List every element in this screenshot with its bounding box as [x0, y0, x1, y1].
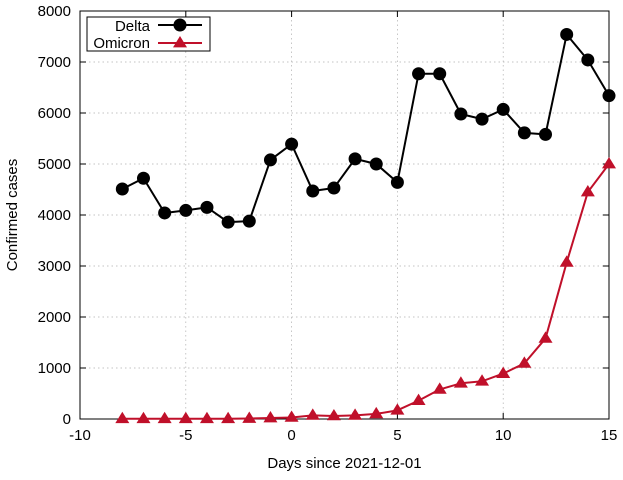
data-point-omicron	[453, 376, 468, 388]
data-point-delta	[539, 127, 553, 141]
data-point-omicron	[115, 411, 130, 424]
series-group	[115, 27, 616, 424]
data-point-delta	[306, 184, 320, 198]
y-tick-label: 2000	[38, 309, 71, 326]
legend-label-delta: Delta	[115, 18, 151, 35]
data-point-omicron	[284, 410, 299, 422]
data-point-omicron	[157, 411, 172, 424]
data-point-omicron	[369, 406, 384, 419]
data-point-delta	[496, 102, 510, 116]
series-omicron	[115, 157, 616, 424]
y-tick-label: 8000	[38, 3, 71, 20]
data-point-delta	[348, 152, 362, 166]
data-point-omicron	[242, 411, 257, 423]
data-point-delta	[242, 214, 256, 228]
legend-marker-omicron	[173, 36, 187, 48]
y-tick-label: 0	[63, 411, 71, 428]
x-axis-label: Days since 2021-12-01	[267, 455, 421, 472]
data-point-omicron	[136, 411, 151, 424]
data-point-omicron	[580, 185, 595, 197]
data-point-omicron	[326, 408, 341, 421]
data-point-delta	[327, 181, 341, 195]
data-point-omicron	[475, 374, 490, 386]
series-delta	[115, 27, 616, 229]
data-point-omicron	[496, 366, 511, 378]
data-point-delta	[221, 215, 235, 229]
y-tick-label: 4000	[38, 207, 71, 224]
data-point-delta	[369, 157, 383, 171]
series-line-omicron	[122, 163, 610, 420]
data-point-delta	[390, 175, 404, 189]
series-line-delta	[121, 33, 610, 224]
axis-ticks: -10 -5 0 5 10 15 0 1000 2000 3000 4000 5000 6000 7000…	[38, 3, 618, 444]
data-point-delta	[263, 153, 277, 167]
data-point-delta	[475, 112, 489, 126]
data-point-omicron	[538, 331, 553, 343]
data-point-delta	[517, 126, 531, 140]
x-tick-label: 15	[601, 427, 618, 444]
y-tick-label: 3000	[38, 258, 71, 275]
data-point-delta	[115, 182, 129, 196]
x-tick-label: -5	[179, 427, 192, 444]
legend-label-omicron: Omicron	[93, 35, 150, 52]
legend-marker-delta	[173, 18, 187, 32]
legend: Delta Omicron	[86, 16, 211, 52]
y-tick-label: 7000	[38, 54, 71, 71]
x-tick-label: 5	[393, 427, 401, 444]
data-point-delta	[602, 89, 616, 103]
y-tick-label: 1000	[38, 360, 71, 377]
data-point-omicron	[517, 356, 532, 368]
y-tick-label: 6000	[38, 105, 71, 122]
data-point-delta	[200, 200, 214, 214]
data-point-delta	[433, 67, 447, 81]
data-point-omicron	[178, 411, 193, 424]
y-tick-label: 5000	[38, 156, 71, 173]
data-point-delta	[158, 206, 172, 220]
data-point-omicron	[263, 410, 278, 423]
x-tick-label: -10	[69, 427, 91, 444]
data-point-omicron	[348, 408, 363, 420]
data-point-delta	[560, 27, 574, 41]
data-point-omicron	[559, 255, 574, 267]
data-point-omicron	[432, 382, 447, 394]
x-tick-label: 0	[287, 427, 295, 444]
data-point-delta	[412, 67, 426, 81]
data-point-omicron	[602, 157, 616, 169]
y-axis-label: Confirmed cases	[4, 159, 21, 272]
data-point-delta	[285, 137, 299, 151]
data-point-omicron	[390, 403, 405, 415]
data-point-delta	[179, 203, 193, 217]
legend-marker-delta	[173, 18, 187, 32]
data-point-omicron	[221, 411, 236, 424]
legend-box	[86, 16, 211, 52]
data-point-omicron	[199, 411, 214, 424]
data-point-omicron	[305, 408, 320, 420]
data-point-omicron	[411, 393, 426, 405]
legend-marker-omicron	[173, 36, 187, 48]
x-tick-label: 10	[495, 427, 512, 444]
data-point-delta	[136, 171, 150, 185]
data-point-delta	[454, 107, 468, 121]
data-point-delta	[581, 53, 595, 67]
